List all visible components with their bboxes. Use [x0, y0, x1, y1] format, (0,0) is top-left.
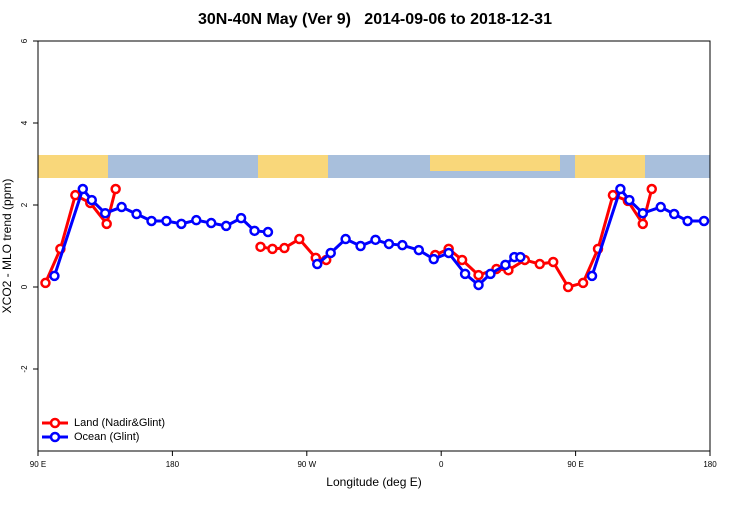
data-point [146, 215, 157, 227]
data-point [624, 194, 635, 206]
data-point [176, 218, 187, 230]
data-point [637, 207, 649, 219]
x-axis-label: Longitude (deg E) [326, 475, 421, 489]
data-point [220, 220, 232, 232]
y-tick-label: 6 [20, 38, 29, 43]
data-point [235, 212, 247, 224]
map-strip [38, 155, 710, 178]
data-point [473, 279, 484, 291]
y-tick-label: 0 [20, 284, 29, 289]
data-point [294, 233, 305, 245]
data-point [99, 207, 111, 219]
x-tick-label: 90 W [297, 460, 316, 469]
data-point [116, 201, 127, 213]
data-point [325, 247, 336, 259]
data-point [456, 254, 468, 266]
data-point [485, 268, 496, 280]
data-point [646, 183, 658, 195]
plot-frame [37, 40, 711, 452]
x-tick-label: 0 [439, 460, 444, 469]
legend-label: Land (Nadir&Glint) [74, 417, 165, 429]
data-point [191, 214, 202, 226]
data-point [607, 189, 619, 201]
data-point [668, 208, 680, 220]
data-point [655, 201, 666, 213]
y-axis-label: XCO2 - MLO trend (ppm) [0, 179, 14, 314]
data-point [562, 281, 574, 293]
data-point [86, 194, 98, 206]
chart-title: 30N-40N May (Ver 9) 2014-09-06 to 2018-1… [198, 11, 552, 28]
x-tick-label: 90 E [30, 460, 46, 469]
data-point [205, 217, 217, 229]
data-point [262, 226, 274, 238]
data-point [428, 253, 439, 265]
data-point [500, 259, 511, 271]
data-point [355, 240, 366, 252]
data-point [70, 189, 81, 201]
x-tick-label: 90 E [567, 460, 583, 469]
data-point [77, 183, 89, 195]
y-tick-label: 2 [20, 202, 29, 207]
data-point [577, 277, 589, 289]
data-point [615, 183, 626, 195]
data-point [255, 241, 266, 253]
legend-marker [49, 431, 61, 443]
data-point [312, 258, 323, 270]
data-point [249, 225, 260, 237]
legend-marker [49, 417, 61, 429]
data-point [547, 256, 559, 268]
data-point [161, 215, 172, 227]
data-point [110, 183, 121, 195]
data-point [40, 277, 51, 289]
data-point [267, 243, 278, 255]
data-point [698, 215, 710, 227]
x-tick-label: 180 [703, 460, 717, 469]
legend: Land (Nadir&Glint) Ocean (Glint) [42, 417, 165, 443]
data-point [279, 242, 290, 254]
data-point [459, 268, 471, 280]
data-point [397, 239, 408, 251]
legend-label: Ocean (Glint) [74, 431, 139, 443]
data-point [515, 251, 526, 263]
data-point [340, 233, 351, 245]
data-point [101, 218, 112, 230]
data-point [682, 215, 693, 227]
y-tick-label: -2 [20, 365, 29, 373]
y-tick-label: 4 [20, 120, 29, 125]
data-point [49, 270, 60, 282]
data-point [443, 247, 454, 259]
data-point [370, 234, 381, 246]
data-point [637, 218, 649, 230]
data-point [413, 244, 425, 256]
data-point [473, 269, 484, 281]
data-point [383, 238, 395, 250]
data-point [586, 270, 598, 282]
x-tick-label: 180 [166, 460, 180, 469]
data-point [131, 208, 142, 220]
data-point [534, 258, 546, 270]
